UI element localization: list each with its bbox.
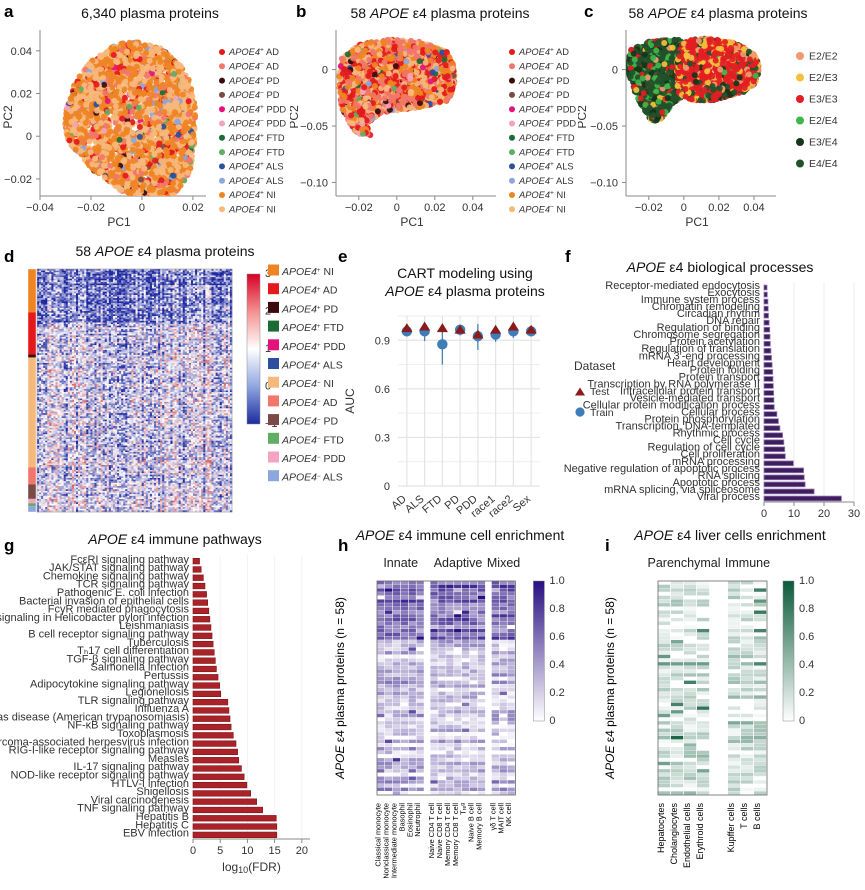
svg-text:58 APOE ε4 plasma proteins: 58 APOE ε4 plasma proteins xyxy=(350,5,529,21)
svg-text:APOE4− NI: APOE4− NI xyxy=(228,204,276,215)
svg-text:0.04: 0.04 xyxy=(462,202,483,214)
svg-text:APOE4+ ALS: APOE4+ ALS xyxy=(228,161,284,172)
svg-text:6,340 plasma proteins: 6,340 plasma proteins xyxy=(81,5,219,21)
svg-text:0: 0 xyxy=(139,202,145,214)
svg-text:−0.02: −0.02 xyxy=(77,202,105,214)
svg-text:APOE4+ PDD: APOE4+ PDD xyxy=(228,104,286,115)
svg-text:−0.05: −0.05 xyxy=(300,121,328,133)
svg-text:APOE4− PD: APOE4− PD xyxy=(228,90,280,101)
svg-text:PC2: PC2 xyxy=(290,105,301,129)
svg-text:APOE4− PDD: APOE4− PDD xyxy=(228,118,286,129)
svg-text:APOE4+ AD: APOE4+ AD xyxy=(228,47,279,58)
svg-text:−0.02: −0.02 xyxy=(345,202,373,214)
svg-text:APOE4− FTD: APOE4− FTD xyxy=(228,147,285,158)
svg-text:0.04: 0.04 xyxy=(11,46,32,58)
svg-text:APOE4+ FTD: APOE4+ FTD xyxy=(228,133,285,144)
svg-text:APOE4+ PD: APOE4+ PD xyxy=(228,75,280,86)
svg-text:APOE4+ NI: APOE4+ NI xyxy=(228,190,276,201)
svg-text:0.02: 0.02 xyxy=(182,202,203,214)
svg-text:PC1: PC1 xyxy=(400,215,424,229)
svg-text:0.02: 0.02 xyxy=(424,202,445,214)
svg-text:−0.02: −0.02 xyxy=(4,174,32,186)
svg-text:0: 0 xyxy=(322,65,328,77)
svg-text:−0.10: −0.10 xyxy=(300,177,328,189)
svg-text:PC2: PC2 xyxy=(1,105,15,129)
svg-text:0: 0 xyxy=(26,131,32,143)
svg-text:−0.04: −0.04 xyxy=(26,202,54,214)
svg-text:0: 0 xyxy=(394,202,400,214)
svg-text:APOE4− ALS: APOE4− ALS xyxy=(228,175,284,186)
svg-text:PC1: PC1 xyxy=(107,215,131,229)
svg-text:0.02: 0.02 xyxy=(11,89,32,101)
svg-text:APOE4− AD: APOE4− AD xyxy=(228,61,279,72)
